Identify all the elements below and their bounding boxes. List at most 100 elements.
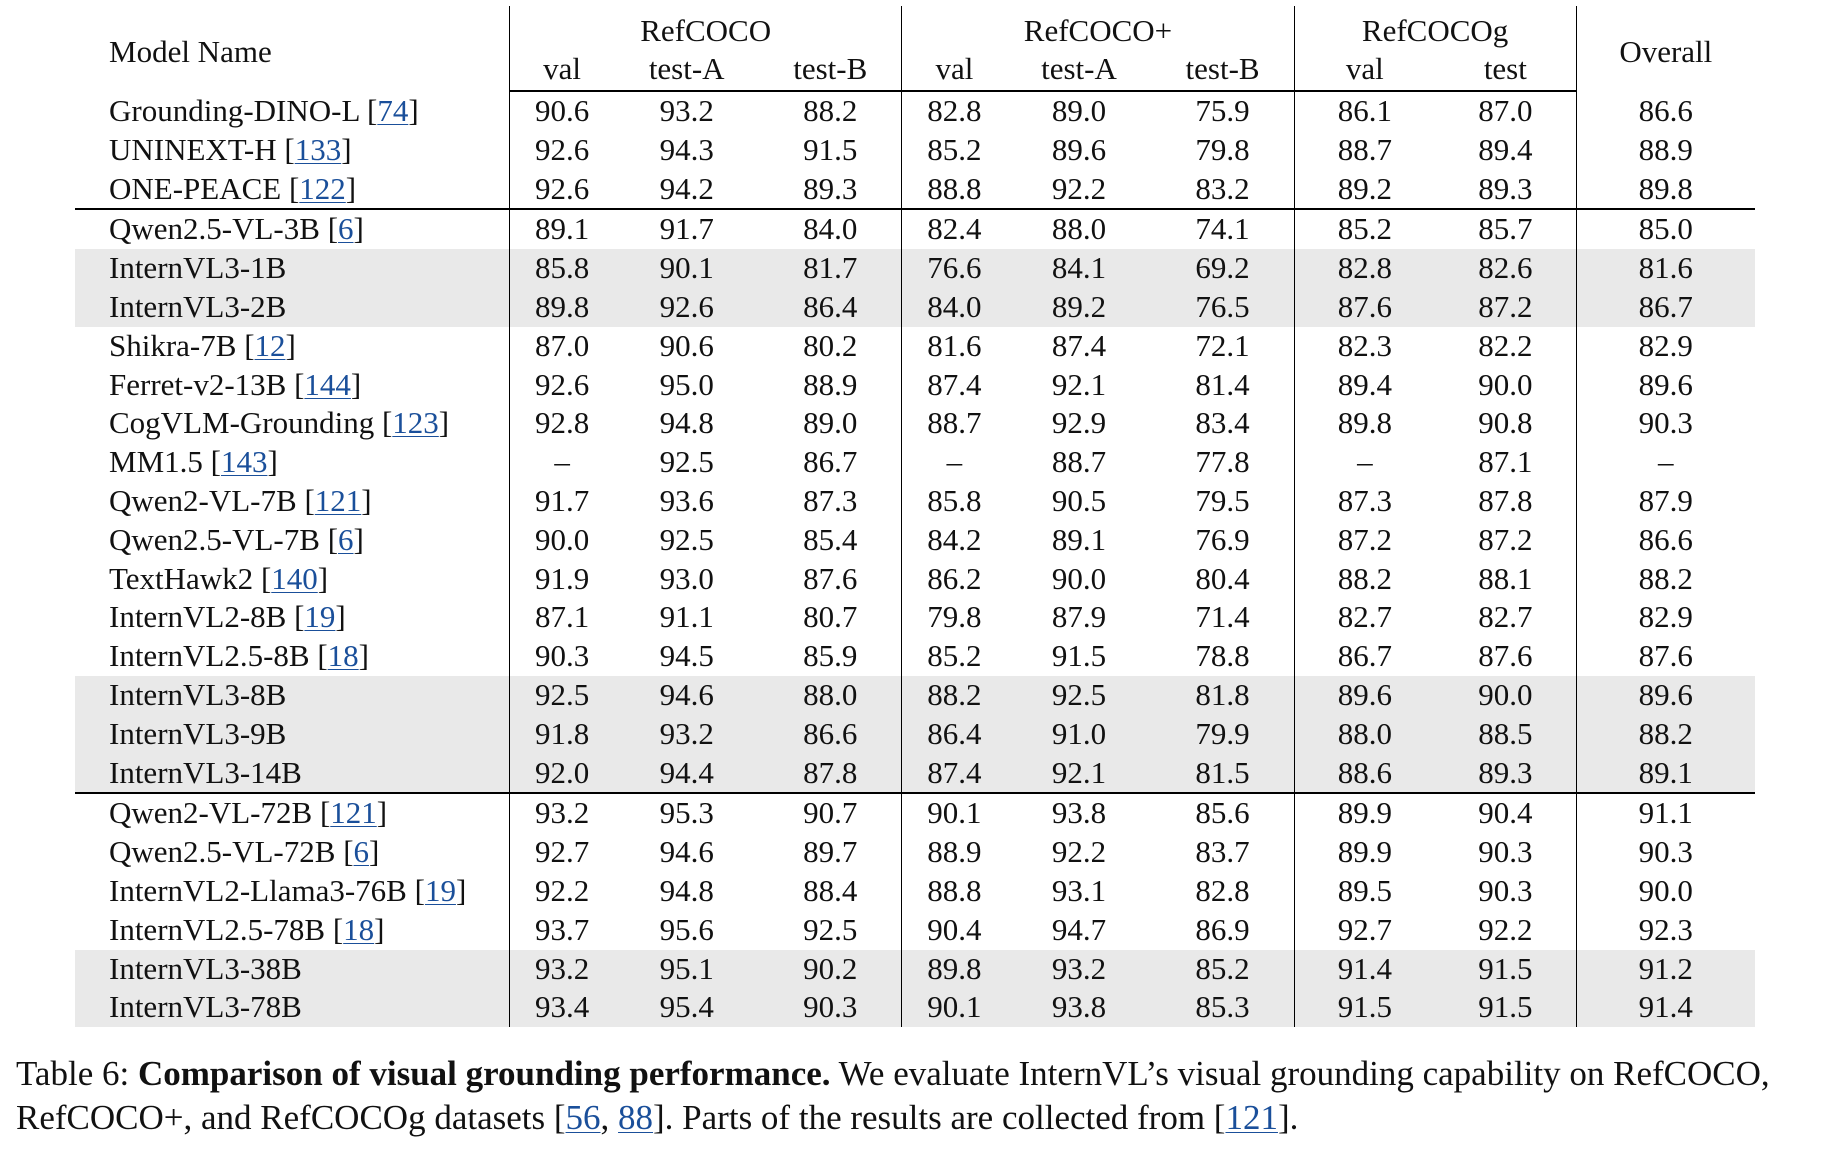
model-name-cell: Ferret-v2-13B [144] <box>109 366 362 402</box>
citation-link[interactable]: 121 <box>314 482 362 518</box>
score-cell: 83.7 <box>1195 834 1250 870</box>
score-cell: 84.1 <box>1006 249 1152 288</box>
score-cell: 82.3 <box>1293 326 1436 366</box>
caption-label: Table 6: <box>16 1054 130 1093</box>
citation-link[interactable]: 18 <box>343 911 375 947</box>
citation-link[interactable]: 140 <box>271 560 318 596</box>
score-cell: 91.9 <box>509 559 615 599</box>
citation-link[interactable]: 6 <box>338 521 354 557</box>
score-cell: 91.5 <box>1435 988 1577 1028</box>
table-caption: Table 6: Comparison of visual grounding … <box>16 1052 1816 1140</box>
overall-score-cell: 85.0 <box>1575 208 1755 250</box>
model-name: MM1.5 <box>109 444 203 480</box>
model-name-cell: Grounding-DINO-L [74] <box>109 92 419 128</box>
score-cell: 75.9 <box>1195 93 1250 128</box>
score-cell: 94.5 <box>659 638 714 674</box>
model-name-cell: Qwen2.5-VL-7B [6] <box>109 521 364 557</box>
overall-score-cell: 88.2 <box>1575 559 1755 599</box>
score-cell: 86.4 <box>901 714 1007 754</box>
model-name: InternVL2.5-78B <box>109 911 326 947</box>
score-cell: 89.8 <box>901 949 1007 989</box>
score-cell: 82.8 <box>1293 249 1436 288</box>
model-name-cell: InternVL3-2B <box>75 287 510 327</box>
citation-link[interactable]: 6 <box>338 211 354 247</box>
score-cell: 94.6 <box>614 675 760 715</box>
score-cell: 90.6 <box>509 91 615 131</box>
overall-score-cell: 88.2 <box>1575 714 1755 754</box>
score-cell: 88.1 <box>1478 560 1533 596</box>
overall-score-cell: 89.1 <box>1575 753 1755 794</box>
model-name: ONE-PEACE <box>109 170 282 206</box>
citation-link[interactable]: 133 <box>294 131 342 167</box>
score-cell: 88.6 <box>1293 753 1436 794</box>
score-cell: 93.0 <box>659 560 714 596</box>
score-cell: 86.7 <box>803 444 858 480</box>
model-name-cell: Qwen2-VL-7B [121] <box>109 482 372 518</box>
score-cell: 80.4 <box>1195 560 1250 596</box>
score-cell: 88.2 <box>803 93 858 128</box>
overall-score-cell: 86.7 <box>1575 287 1755 327</box>
citation-link[interactable]: 123 <box>392 405 439 441</box>
header-group-refcocog: RefCOCOg <box>1293 6 1577 50</box>
citation-link[interactable]: 19 <box>304 599 336 635</box>
table-row: InternVL2-8B [19] 87.1 91.1 80.7 79.8 87.9 71.… <box>75 598 1755 638</box>
citation-link[interactable]: 121 <box>1225 1098 1278 1137</box>
score-cell: 94.8 <box>659 872 714 908</box>
citation-link[interactable]: 6 <box>353 834 370 870</box>
table-body: Grounding-DINO-L [74] 90.6 93.2 88.2 82.8 89.… <box>75 91 1755 1028</box>
model-name-cell: Qwen2.5-VL-3B [6] <box>75 208 510 250</box>
score-cell: 87.4 <box>901 753 1007 794</box>
overall-score-cell: 89.8 <box>1575 169 1755 210</box>
score-cell: 90.4 <box>1435 792 1577 834</box>
score-cell: 93.2 <box>509 949 615 989</box>
citation-link[interactable]: 144 <box>304 366 351 402</box>
score-cell: 89.5 <box>1293 871 1436 911</box>
score-cell: 93.2 <box>509 792 615 834</box>
score-cell: 85.2 <box>901 637 1007 676</box>
score-cell: 69.2 <box>1151 249 1295 288</box>
header-subcol: test-A <box>1006 50 1152 92</box>
header-overall: Overall <box>1575 6 1755 91</box>
score-cell: 90.0 <box>509 520 615 560</box>
citation-link[interactable]: 143 <box>220 444 268 480</box>
score-cell: 90.1 <box>901 988 1007 1028</box>
score-cell: 93.8 <box>1006 792 1152 834</box>
citation-link[interactable]: 56 <box>565 1098 601 1137</box>
overall-score-cell: 90.3 <box>1575 833 1755 872</box>
score-cell: 88.5 <box>1435 714 1577 754</box>
citation-link[interactable]: 18 <box>327 638 359 674</box>
score-cell: 88.7 <box>1051 444 1107 480</box>
citation-link[interactable]: 121 <box>330 795 377 831</box>
table-row: InternVL3-2B 89.8 92.6 86.4 84.0 89.2 76.5 87.6… <box>75 287 1755 327</box>
score-cell: 88.7 <box>901 404 1007 444</box>
score-cell: 94.6 <box>659 834 714 870</box>
score-cell: 89.3 <box>1478 170 1533 206</box>
model-name: InternVL2-8B <box>109 599 287 635</box>
score-cell: 89.0 <box>803 405 858 441</box>
score-cell: 89.3 <box>1435 753 1577 794</box>
citation-link[interactable]: 19 <box>424 872 456 908</box>
table-row: TextHawk2 [140] 91.9 93.0 87.6 86.2 90.0 80.4 8… <box>75 559 1755 599</box>
model-name-cell: Shikra-7B [12] <box>109 327 296 363</box>
overall-score-cell: 91.2 <box>1575 949 1755 989</box>
citation-link[interactable]: 122 <box>299 170 346 206</box>
header-subcol: val <box>509 50 615 92</box>
table-row: MM1.5 [143] – 92.5 86.7 – 88.7 77.8 – 87.1 – <box>75 443 1755 482</box>
table-row: InternVL3-14B 92.0 94.4 87.8 87.4 92.1 81.5 88.… <box>75 753 1755 794</box>
citation-link[interactable]: 88 <box>618 1098 654 1137</box>
header-group-refcoco-plus: RefCOCO+ <box>901 6 1295 50</box>
table-row: InternVL2.5-8B [18] 90.3 94.5 85.9 85.2 91.5 7… <box>75 637 1755 676</box>
score-cell: 90.1 <box>901 792 1007 834</box>
score-cell: 92.7 <box>1293 910 1436 950</box>
score-cell: 89.8 <box>1293 404 1436 444</box>
score-cell: 88.2 <box>901 675 1007 715</box>
score-cell: 85.2 <box>901 130 1007 170</box>
model-name: InternVL3-78B <box>109 989 302 1025</box>
score-cell: 76.9 <box>1195 521 1250 557</box>
score-cell: 87.2 <box>1293 520 1436 560</box>
citation-link[interactable]: 12 <box>254 327 286 363</box>
score-cell: 91.5 <box>803 131 858 167</box>
citation-link[interactable]: 74 <box>377 92 409 128</box>
model-name: Grounding-DINO-L <box>109 92 360 128</box>
score-cell: 92.1 <box>1006 753 1152 794</box>
